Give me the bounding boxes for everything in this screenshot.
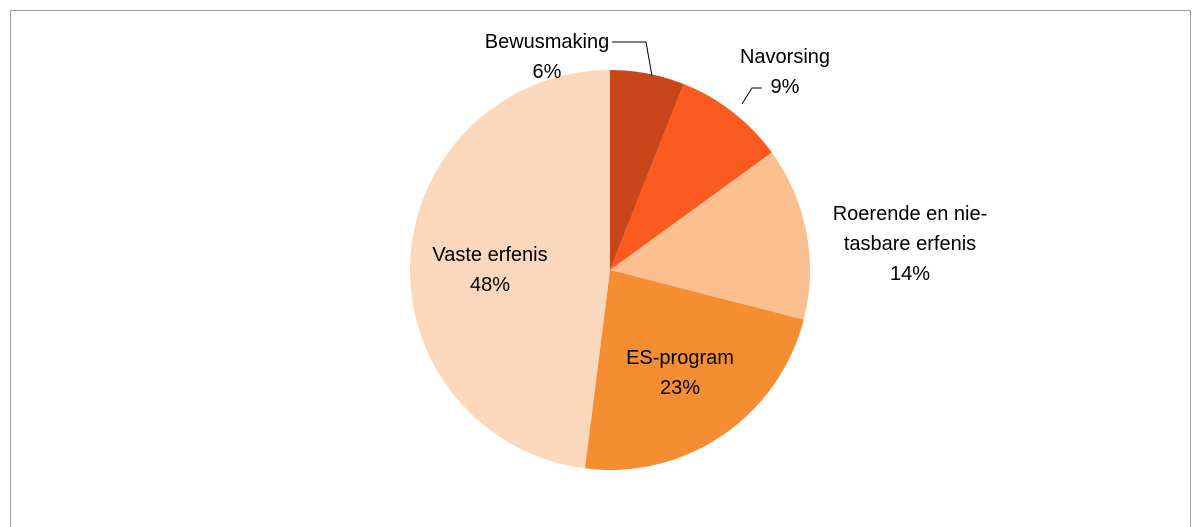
category-name: Navorsing <box>739 46 831 68</box>
slice-label: ES-program 23% <box>575 343 785 403</box>
category-name: ES-program <box>626 347 734 369</box>
category-name: Roerende en nie-tasbare erfenis <box>832 203 988 255</box>
leader-line <box>612 41 653 77</box>
slice <box>409 69 610 469</box>
percent-label: 6% <box>532 61 562 83</box>
slice-label: Navorsing 9% <box>680 42 890 102</box>
slice <box>610 84 772 270</box>
category-name: Vaste erfenis <box>432 244 548 266</box>
slice <box>610 70 684 270</box>
percent-label: 9% <box>770 76 800 98</box>
slice <box>610 152 810 320</box>
category-name: Bewusmaking <box>484 31 610 53</box>
percent-label: 14% <box>889 263 931 285</box>
percent-label: 23% <box>659 377 701 399</box>
slice-label: Roerende en nie-tasbare erfenis 14% <box>810 199 1010 289</box>
leader-line <box>741 87 762 105</box>
slice-label: Bewusmaking 6% <box>442 27 652 87</box>
slice-label: Vaste erfenis 48% <box>385 240 595 300</box>
percent-label: 48% <box>469 274 511 296</box>
slice <box>584 270 804 470</box>
frame <box>10 10 1191 527</box>
